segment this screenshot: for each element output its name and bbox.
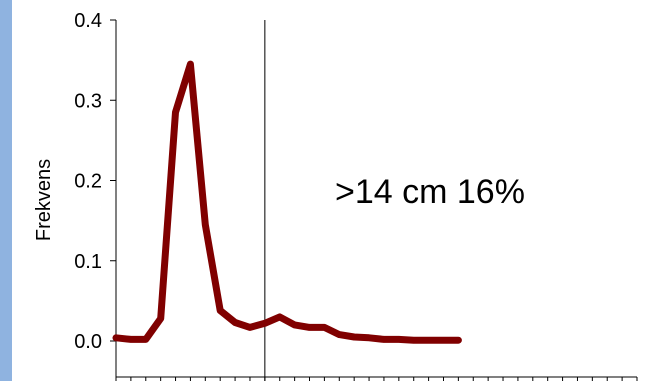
side-accent-strip bbox=[0, 0, 12, 381]
y-tick-label: 0.1 bbox=[74, 251, 102, 273]
chart-annotation: >14 cm 16% bbox=[335, 173, 525, 211]
y-axis-label: Frekvens bbox=[33, 159, 55, 241]
y-tick-label: 0.2 bbox=[74, 171, 102, 193]
y-tick-label: 0.0 bbox=[74, 331, 102, 353]
y-tick-label: 0.4 bbox=[74, 10, 102, 32]
series-line bbox=[112, 60, 462, 344]
y-tick-label: 0.3 bbox=[74, 90, 102, 112]
